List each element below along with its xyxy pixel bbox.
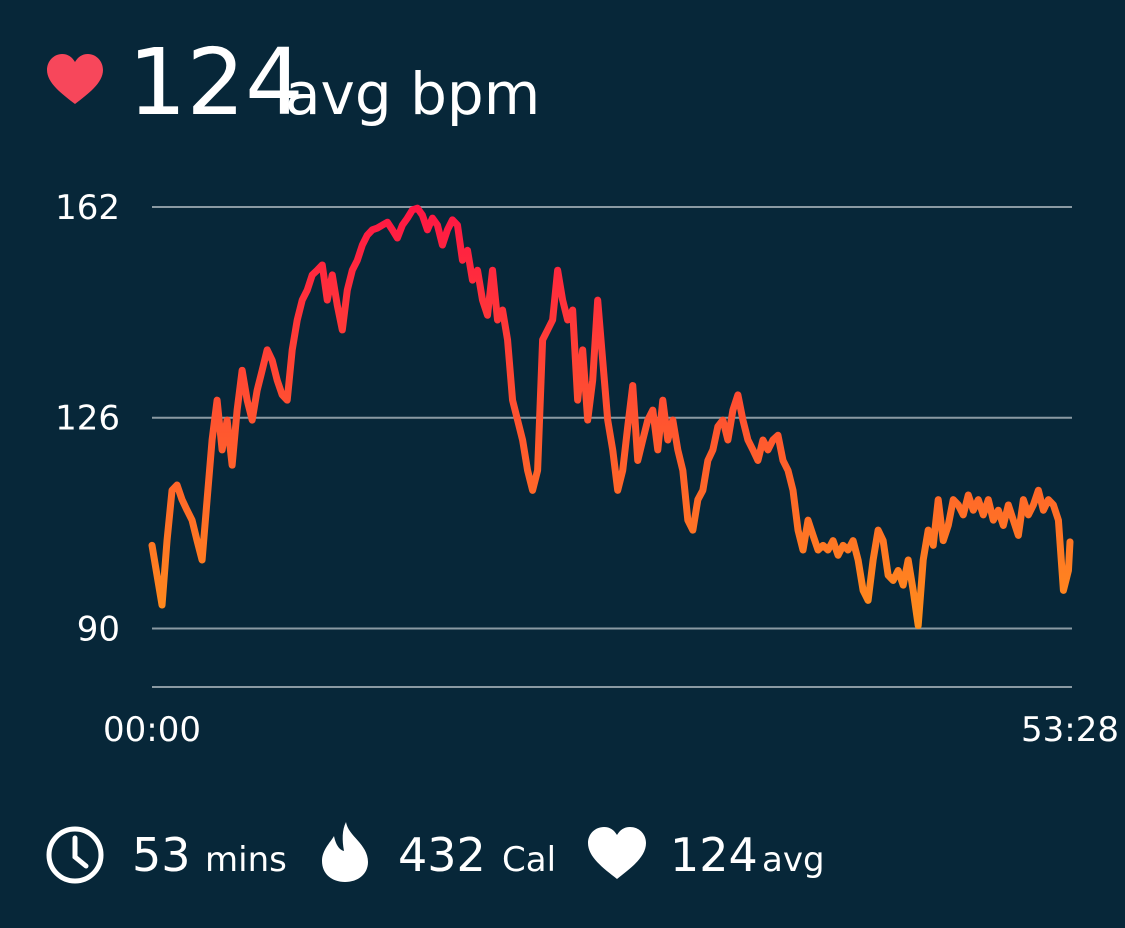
clock-hands	[72, 835, 89, 869]
duration-unit: mins	[205, 840, 287, 880]
y-tick-label: 90	[77, 609, 120, 649]
avg-unit: avg	[762, 840, 825, 880]
calories-unit: Cal	[502, 840, 556, 880]
avg-value: 124	[670, 828, 758, 882]
heart-outline-icon	[588, 827, 646, 879]
x-tick-label: 00:00	[103, 710, 201, 750]
avg-bpm-value: 124	[128, 29, 304, 136]
duration-value: 53	[132, 828, 191, 882]
heart-icon	[47, 54, 103, 104]
y-tick-label: 162	[55, 188, 120, 228]
chart: 90 126 162 00:00 53:28	[55, 188, 1119, 750]
clock-icon	[46, 826, 104, 884]
flame-icon	[322, 822, 368, 882]
avg-bpm-unit: avg bpm	[285, 60, 540, 128]
y-tick-label: 126	[55, 399, 120, 439]
calories-value: 432	[398, 828, 486, 882]
x-tick-label: 53:28	[1021, 710, 1119, 750]
heart-rate-line	[148, 204, 1074, 630]
